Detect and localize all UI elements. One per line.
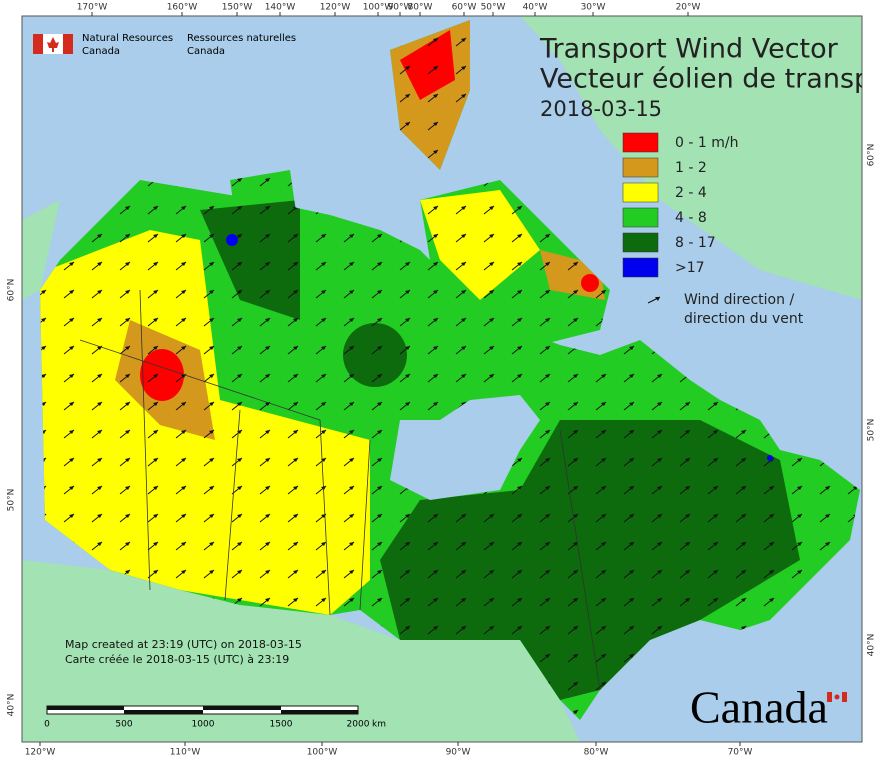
- legend-label: 0 - 1 m/h: [675, 135, 738, 151]
- latitude-label: 50°N: [867, 419, 877, 442]
- legend-swatch: [622, 232, 659, 253]
- alaska: [22, 200, 60, 300]
- usa: [22, 560, 580, 742]
- scale-segment: [47, 706, 124, 710]
- longitude-label: 120°W: [25, 748, 56, 758]
- legend-label: 4 - 8: [675, 210, 707, 226]
- legend-label: 2 - 4: [675, 185, 707, 201]
- longitude-label: 120°W: [320, 3, 351, 13]
- latitude-label: 60°N: [867, 144, 877, 167]
- flag-bar: [842, 692, 847, 702]
- hudson-bay: [390, 395, 540, 500]
- scale-label: 0: [44, 720, 50, 730]
- note: Map created at 23:19 (UTC) on 2018-03-15: [65, 638, 302, 651]
- title: Transport Wind Vector: [539, 34, 839, 65]
- longitude-label: 40°W: [523, 3, 548, 13]
- legend-label: >17: [675, 260, 705, 276]
- note: Carte créée le 2018-03-15 (UTC) à 23:19: [65, 653, 289, 666]
- wordmark: Canada: [690, 682, 828, 733]
- longitude-label: 140°W: [265, 3, 296, 13]
- longitude-label: 50°W: [481, 3, 506, 13]
- flag-bar: [33, 34, 43, 54]
- longitude-label: 90°W: [446, 748, 471, 758]
- title-block: Transport Wind Vector Vecteur éolien de …: [539, 34, 871, 122]
- longitude-label: 20°W: [676, 3, 701, 13]
- longitude-label: 170°W: [77, 3, 108, 13]
- zone-gt-17: [767, 455, 773, 461]
- greenland: [520, 16, 862, 300]
- scale-bar: km: [46, 705, 386, 730]
- longitude-label: 110°W: [170, 748, 201, 758]
- legend-label: 1 - 2: [675, 160, 707, 176]
- agency-name: Natural Resources: [82, 33, 173, 44]
- scale-unit: km: [372, 720, 386, 730]
- boundary: [79, 289, 601, 691]
- latitude-label: 60°N: [7, 279, 17, 302]
- longitude-label: 150°W: [222, 3, 253, 13]
- scale-label: 2000: [347, 720, 370, 730]
- legend-arrow-head: [655, 297, 660, 301]
- canada-wordmark: Canada: [690, 682, 847, 733]
- longitude-label: 100°W: [307, 748, 338, 758]
- legend-swatch: [622, 182, 659, 203]
- title: Vecteur éolien de transp: [540, 64, 871, 95]
- maple-leaf: [834, 694, 840, 700]
- scale-segment: [124, 710, 203, 714]
- legend: Wind direction / direction du vent 0 - 1…: [622, 132, 804, 327]
- flag-bar: [63, 34, 73, 54]
- zone-gt-17: [226, 234, 238, 246]
- longitude-label: 60°W: [452, 3, 477, 13]
- longitude-label: 80°W: [584, 748, 609, 758]
- latitude-label: 40°N: [7, 694, 17, 717]
- longitude-label: 160°W: [167, 3, 198, 13]
- legend-label: direction du vent: [684, 311, 804, 327]
- maple-leaf: [47, 37, 59, 52]
- scale-label: 1000: [192, 720, 215, 730]
- longitude-label: 100°W: [363, 3, 394, 13]
- date: 2018-03-15: [540, 97, 662, 121]
- longitude-label: 30°W: [581, 3, 606, 13]
- legend-swatch: [622, 257, 659, 278]
- scale-segment: [203, 706, 281, 710]
- legend-label: Wind direction /: [684, 292, 794, 308]
- agency-signature: Natural Resources Canada Ressources natu…: [33, 33, 296, 57]
- longitude-label: 90°W: [388, 3, 413, 13]
- legend-swatch: [622, 132, 659, 153]
- legend-swatch: [622, 157, 659, 178]
- longitude-label: 80°W: [408, 3, 433, 13]
- agency-name: Ressources naturelles: [187, 33, 296, 44]
- legend-swatch: [622, 207, 659, 228]
- map-body: [22, 16, 862, 742]
- latitude-label: 50°N: [7, 489, 17, 512]
- map-frame: [21, 15, 863, 743]
- flag-bar: [827, 692, 832, 702]
- agency-name: Canada: [82, 46, 120, 57]
- agency-name: Canada: [187, 46, 225, 57]
- scale-label: 1500: [270, 720, 293, 730]
- scale-label: 500: [115, 720, 132, 730]
- scale-segment: [281, 710, 358, 714]
- latitude-label: 40°N: [867, 634, 877, 657]
- longitude-label: 70°W: [728, 748, 753, 758]
- legend-label: 8 - 17: [675, 235, 716, 251]
